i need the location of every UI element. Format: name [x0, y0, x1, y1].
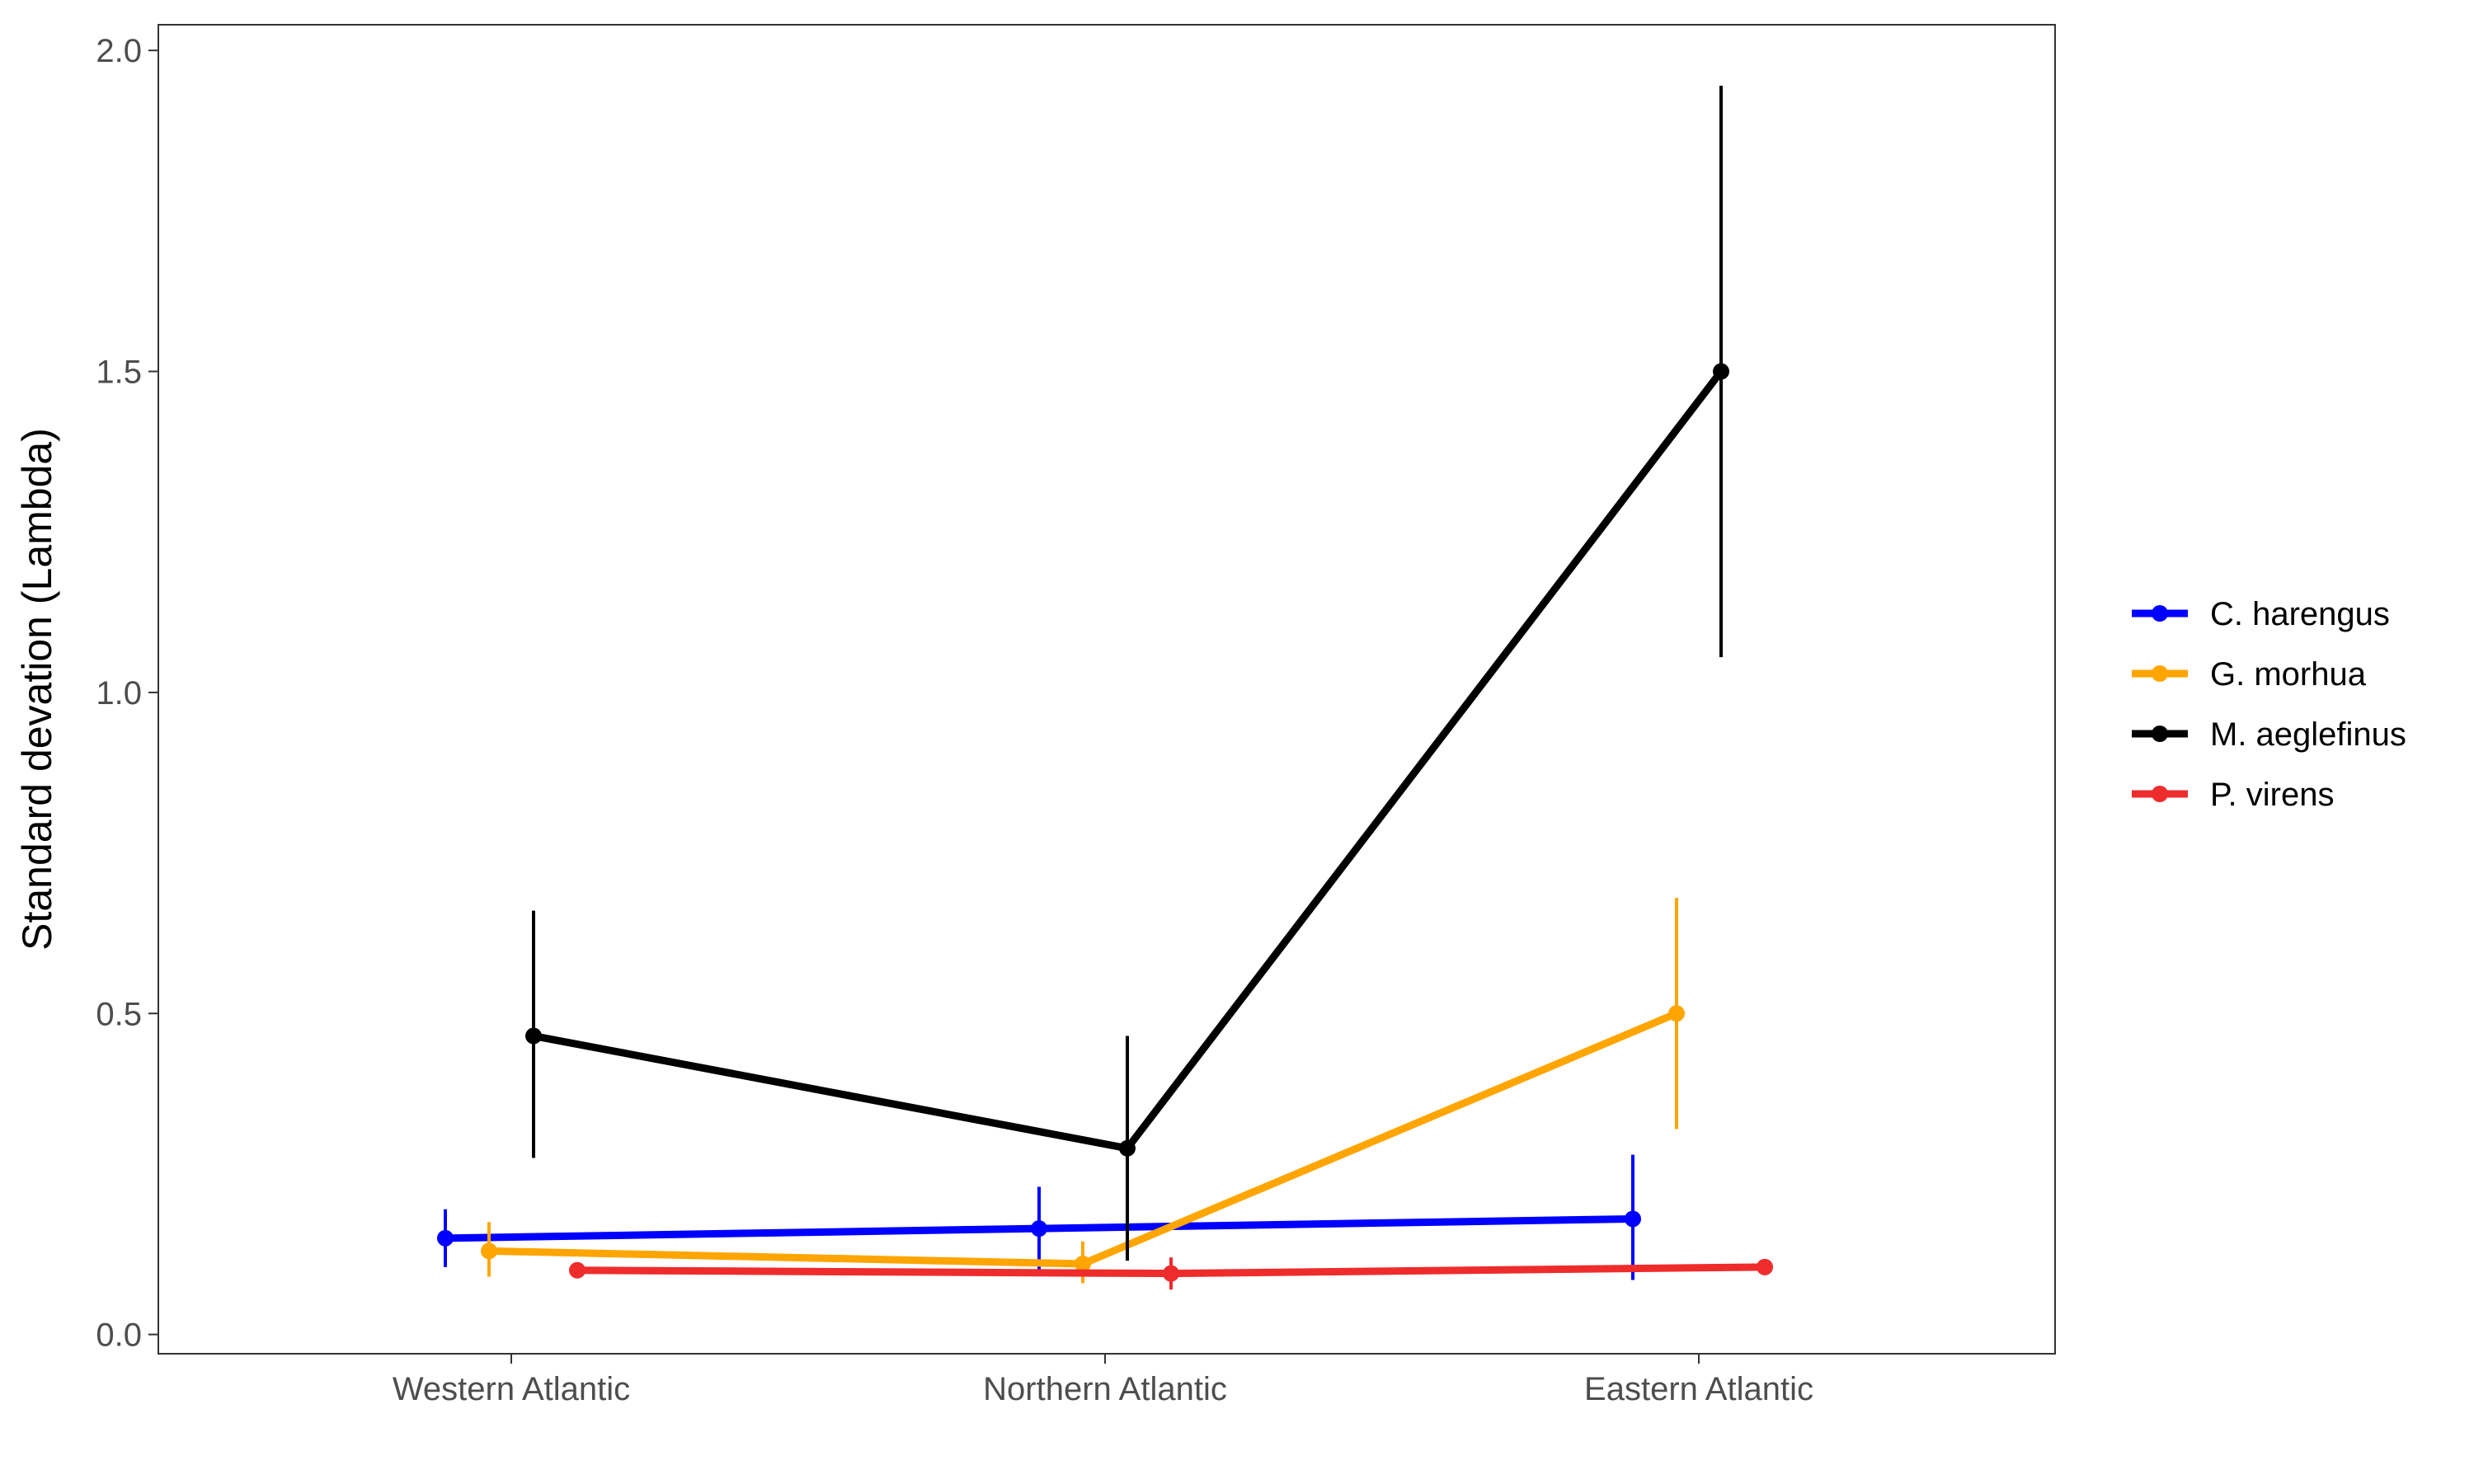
data-point — [1668, 1005, 1685, 1022]
legend-key-point — [2152, 786, 2168, 802]
data-point — [1163, 1265, 1179, 1282]
data-point — [481, 1242, 497, 1260]
data-point — [1757, 1258, 1773, 1275]
data-point — [437, 1229, 454, 1247]
series-line — [533, 369, 1724, 1153]
x-tick-label: Eastern Atlantic — [1584, 1371, 1813, 1407]
legend-key-point — [2152, 605, 2168, 622]
legend-item: C. harengus — [2132, 596, 2390, 632]
series-m-aeglefinus — [525, 85, 1729, 1261]
legend: C. harengus G. morhua M. aeglefinus P. vire… — [2132, 596, 2406, 813]
data-point — [1625, 1210, 1641, 1228]
legend-key-point — [2152, 665, 2168, 682]
legend-label: M. aeglefinus — [2210, 716, 2406, 753]
data-point — [1031, 1220, 1047, 1237]
legend-item: P. virens — [2132, 777, 2334, 813]
data-point — [1075, 1255, 1091, 1272]
y-axis-title: Standard devation (Lambda) — [14, 428, 60, 951]
y-tick-label: 1.0 — [96, 675, 142, 711]
legend-key-point — [2152, 726, 2168, 742]
legend-item: G. morhua — [2132, 656, 2367, 693]
y-tick-label: 0.5 — [96, 996, 142, 1032]
data-point — [525, 1027, 542, 1045]
y-tick-label: 1.5 — [96, 355, 142, 391]
y-tick-label: 2.0 — [96, 33, 142, 69]
axes: 0.0 0.5 1.0 1.5 2.0 Western Atlantic Northern … — [96, 33, 1813, 1407]
data-point — [569, 1261, 586, 1279]
legend-label: P. virens — [2210, 777, 2334, 813]
y-tick-label: 0.0 — [96, 1317, 142, 1354]
data-point — [1119, 1139, 1136, 1157]
data-point — [1713, 363, 1729, 380]
x-tick-label: Western Atlantic — [393, 1371, 630, 1407]
panel-border — [158, 24, 2056, 1355]
x-tick-label: Northern Atlantic — [983, 1371, 1227, 1407]
series-g-morhua — [481, 898, 1685, 1284]
legend-label: C. harengus — [2210, 596, 2390, 632]
plot-area — [437, 85, 1773, 1290]
series-p-virens — [569, 1257, 1773, 1290]
legend-label: G. morhua — [2210, 656, 2367, 693]
series-c-harengus — [437, 1154, 1641, 1280]
legend-item: M. aeglefinus — [2132, 716, 2406, 753]
